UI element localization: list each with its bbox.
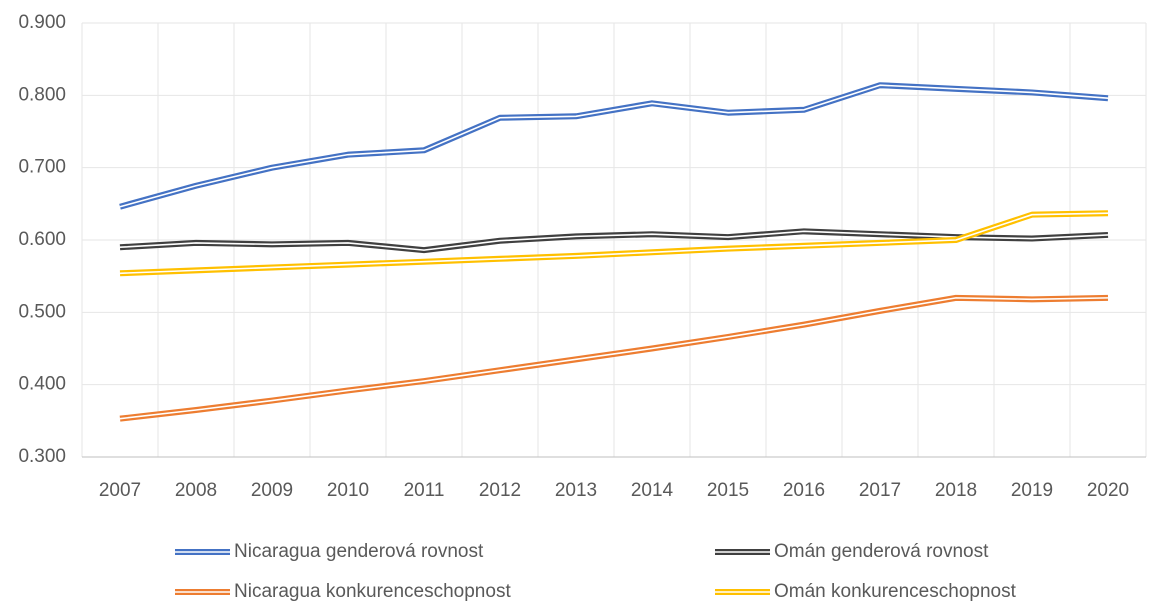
x-tick-label: 2012 — [479, 480, 521, 501]
x-tick-label: 2007 — [99, 480, 141, 501]
legend-label: Nicaragua konkurenceschopnost — [234, 581, 511, 602]
y-tick-label: 0.500 — [18, 301, 66, 322]
x-tick-label: 2017 — [859, 480, 901, 501]
series-line-inner — [119, 84, 1109, 208]
y-tick-label: 0.800 — [18, 84, 66, 105]
x-tick-label: 2016 — [783, 480, 825, 501]
y-tick-label: 0.600 — [18, 229, 66, 250]
x-tick-label: 2009 — [251, 480, 293, 501]
x-tick-label: 2015 — [707, 480, 749, 501]
x-tick-label: 2014 — [631, 480, 674, 501]
series-line-inner — [119, 212, 1109, 275]
legend-label: Omán genderová rovnost — [774, 541, 989, 562]
x-tick-label: 2010 — [327, 480, 369, 501]
x-tick-label: 2018 — [935, 480, 977, 501]
x-tick-label: 2020 — [1087, 480, 1129, 501]
series-line-inner — [119, 230, 1109, 251]
y-tick-label: 0.700 — [18, 157, 66, 178]
x-tick-label: 2008 — [175, 480, 217, 501]
y-tick-label: 0.300 — [18, 446, 66, 467]
x-tick-label: 2019 — [1011, 480, 1053, 501]
y-tick-label: 0.900 — [18, 12, 66, 33]
legend-label: Nicaragua genderová rovnost — [234, 541, 484, 562]
legend-label: Omán konkurenceschopnost — [774, 581, 1017, 602]
series-line-inner — [119, 297, 1109, 420]
x-tick-label: 2013 — [555, 480, 597, 501]
y-tick-label: 0.400 — [18, 374, 66, 395]
x-tick-label: 2011 — [404, 480, 445, 501]
